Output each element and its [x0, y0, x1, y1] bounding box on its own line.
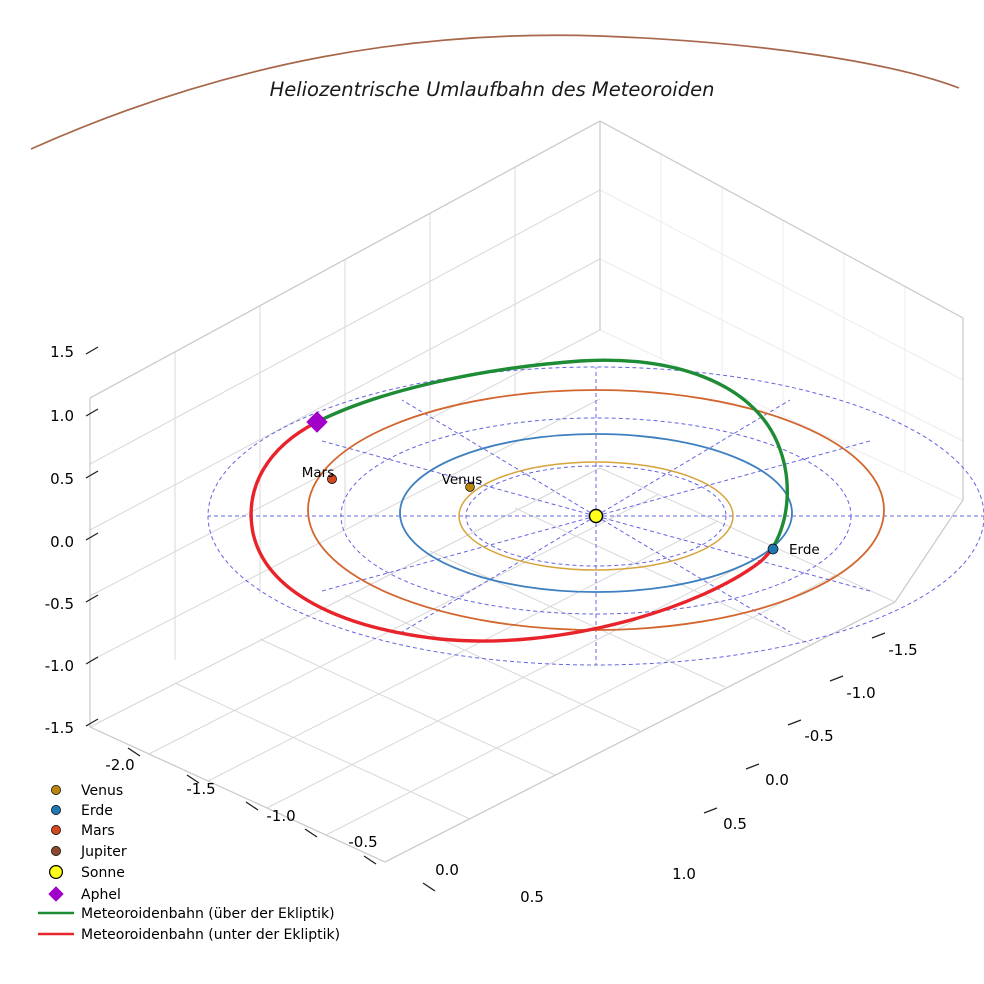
pane-grid-back-right: [599, 120, 964, 501]
mars-point-label: Mars: [302, 465, 335, 481]
z-tick: 0.0: [50, 533, 74, 551]
y-axis-tick-labels: -1.5 -1.0 -0.5 0.0 0.5 1.0: [672, 641, 918, 883]
sonne-marker: [588, 508, 604, 524]
legend-item-aphel[interactable]: Aphel: [48, 886, 121, 903]
erde-legend-icon: [51, 805, 61, 815]
erde-marker: [767, 543, 779, 555]
axes-panes: [89, 120, 964, 863]
legend-label: Mars: [81, 823, 115, 839]
meteoroid-orbit-below-ecliptic: [249, 420, 774, 643]
page-title: Heliozentrische Umlaufbahn des Meteoroid…: [270, 78, 715, 101]
polar-grid: [207, 366, 984, 666]
legend-item-erde[interactable]: Erde: [51, 803, 113, 819]
legend-label: Erde: [81, 803, 113, 819]
legend-item-sonne[interactable]: Sonne: [48, 864, 125, 881]
legend: Venus Erde Mars Jupiter Sonne: [38, 783, 340, 943]
mars-legend-icon: [51, 825, 61, 835]
mars-marker: [327, 474, 337, 484]
sonne-legend-icon: [48, 864, 63, 879]
legend-label: Sonne: [81, 865, 125, 881]
legend-item-meteoroid-below[interactable]: Meteoroidenbahn (unter der Ekliptik): [38, 927, 340, 943]
z-tick: 0.5: [50, 470, 74, 488]
venus-point-label: Venus: [442, 472, 483, 488]
y-tick: 1.0: [672, 865, 696, 883]
legend-item-venus[interactable]: Venus: [51, 783, 123, 799]
z-tick: -0.5: [45, 595, 74, 613]
pane-grid-back-left: [89, 120, 601, 728]
erde-orbit: [399, 433, 793, 593]
legend-item-jupiter[interactable]: Jupiter: [51, 844, 127, 860]
x-tick: 0.0: [435, 861, 459, 879]
y-tick: -1.0: [846, 684, 875, 702]
z-tick: -1.5: [45, 719, 74, 737]
venus-legend-icon: [51, 785, 61, 795]
legend-label: Venus: [81, 783, 123, 799]
meteoroid-orbit-above-ecliptic: [315, 358, 789, 551]
axis-tickmarks: [85, 346, 886, 892]
venus-orbit: [458, 461, 734, 571]
z-tick: 1.5: [50, 343, 74, 361]
x-tick: -1.5: [186, 780, 215, 798]
aphel-marker: [306, 411, 328, 433]
legend-item-mars[interactable]: Mars: [51, 823, 115, 839]
x-tick: 0.5: [520, 888, 544, 906]
legend-label: Meteoroidenbahn (unter der Ekliptik): [81, 927, 340, 943]
x-tick: -2.0: [105, 756, 134, 774]
x-tick: -0.5: [348, 833, 377, 851]
jupiter-legend-icon: [51, 846, 61, 856]
pane-grid-floor: [89, 467, 896, 863]
axes-spines: [89, 120, 964, 863]
venus-marker: [465, 482, 475, 492]
z-tick: -1.0: [45, 657, 74, 675]
legend-item-meteoroid-above[interactable]: Meteoroidenbahn (über der Ekliptik): [38, 906, 335, 922]
legend-label: Jupiter: [80, 844, 127, 860]
x-tick: -1.0: [266, 807, 295, 825]
aphel-legend-icon: [48, 886, 64, 902]
y-tick: -1.5: [888, 641, 917, 659]
jupiter-orbit-arc: [30, 34, 960, 150]
legend-label: Meteoroidenbahn (über der Ekliptik): [81, 906, 335, 922]
y-tick: 0.5: [723, 815, 747, 833]
z-tick: 1.0: [50, 407, 74, 425]
erde-point-label: Erde: [789, 542, 820, 558]
legend-label: Aphel: [81, 887, 121, 903]
y-tick: -0.5: [804, 727, 833, 745]
z-axis-tick-labels: 1.5 1.0 0.5 0.0 -0.5 -1.0 -1.5: [45, 343, 74, 737]
y-tick: 0.0: [765, 771, 789, 789]
x-axis-tick-labels: -2.0 -1.5 -1.0 -0.5 0.0 0.5: [105, 756, 544, 906]
